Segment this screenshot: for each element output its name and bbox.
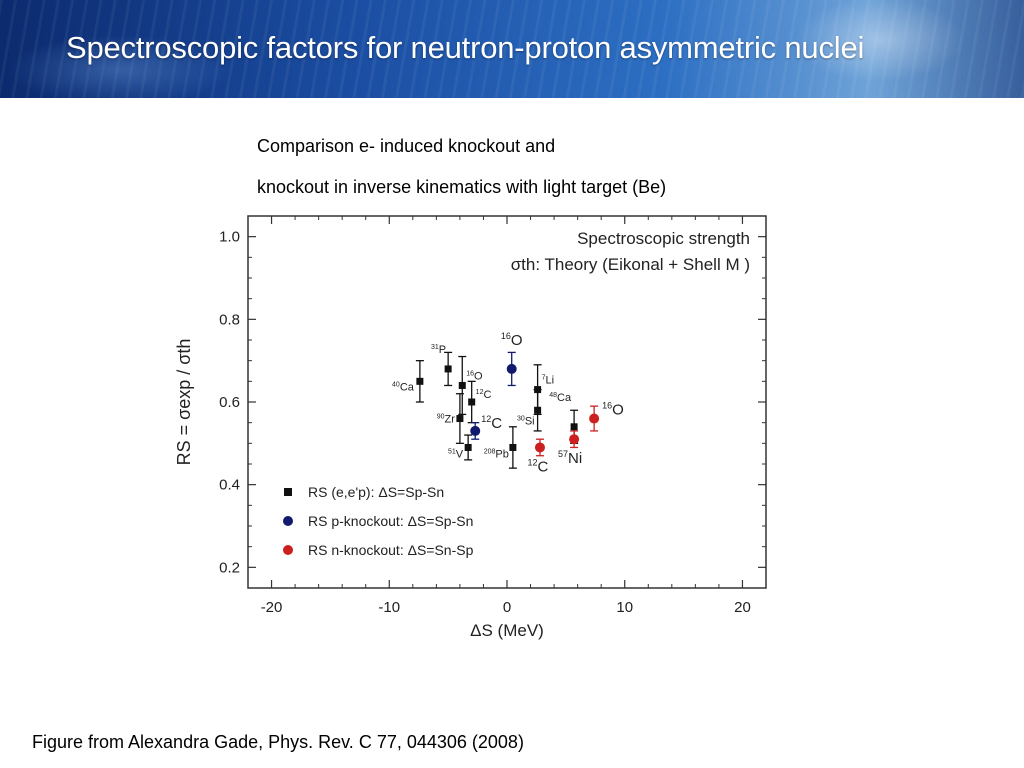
y-tick-label: 0.4: [219, 477, 240, 494]
point-label: 57Ni: [558, 449, 582, 467]
data-point: [458, 381, 466, 389]
point-label: 40Ca: [392, 381, 415, 393]
x-tick-label: -10: [378, 599, 400, 616]
caption-line-2: knockout in inverse kinematics with ligh…: [257, 177, 667, 197]
data-point: [509, 443, 517, 451]
point-label: 12C: [528, 457, 549, 475]
data-point: [456, 415, 464, 423]
title-banner: Spectroscopic factors for neutron-proton…: [0, 0, 1024, 98]
spectroscopic-chart: -20 -10 0 10 20 0.2 0.4 0.6 0.8 1.0 40Ca 31P 16O 12C…: [174, 215, 767, 640]
chart-legend: RS (e,e'p): ΔS=Sp-Sn RS p-knockout: ΔS=Sp…: [283, 484, 474, 558]
point-label: 16O: [501, 331, 523, 349]
x-tick-label: -20: [261, 599, 283, 616]
data-point: [506, 363, 517, 374]
data-point: [569, 434, 580, 445]
caption-line-1: Comparison e- induced knockout and: [257, 136, 556, 156]
point-label: 12C: [476, 389, 492, 401]
point-label: 31P: [431, 344, 446, 356]
data-point: [444, 365, 452, 373]
figure-credit: Figure from Alexandra Gade, Phys. Rev. C…: [32, 732, 524, 752]
y-tick-label: 0.8: [219, 311, 240, 328]
point-label: 16O: [602, 401, 624, 419]
chart-subtitle: σth: Theory (Eikonal + Shell M ): [511, 255, 750, 274]
data-point: [534, 406, 542, 414]
legend-marker: [284, 488, 292, 496]
axis-ticks: -20 -10 0 10 20 0.2 0.4 0.6 0.8 1.0: [219, 215, 767, 616]
legend-marker: [283, 545, 293, 555]
legend-label: RS (e,e'p): ΔS=Sp-Sn: [308, 484, 444, 500]
data-point: [468, 398, 476, 406]
data-point: [570, 423, 578, 431]
series-1: [470, 351, 517, 440]
data-point: [470, 425, 481, 436]
legend-label: RS p-knockout: ΔS=Sp-Sn: [308, 513, 473, 529]
y-tick-label: 0.6: [219, 394, 240, 411]
point-label: 7Li: [542, 375, 554, 387]
series-2: [534, 405, 600, 457]
slide-title: Spectroscopic factors for neutron-proton…: [66, 30, 865, 65]
legend-label: RS n-knockout: ΔS=Sn-Sp: [308, 542, 474, 558]
point-label: 30Si: [517, 415, 535, 427]
x-tick-label: 20: [734, 599, 751, 616]
x-tick-label: 0: [503, 599, 511, 616]
data-point: [589, 413, 600, 424]
point-label: 90Zr: [437, 414, 456, 426]
point-label: 51V: [448, 448, 464, 460]
data-point: [416, 377, 424, 385]
x-axis-label: ΔS (MeV): [470, 621, 544, 640]
point-label: 12C: [481, 414, 502, 432]
point-labels: 40Ca 31P 16O 12C 90Zr 51V 208Pb 7Li 30Si 48Ca 16O 1…: [392, 331, 624, 476]
chart-title: Spectroscopic strength: [577, 229, 750, 248]
point-label: 16O: [466, 370, 483, 382]
legend-marker: [283, 516, 293, 526]
data-marks: [415, 351, 600, 469]
y-tick-label: 0.2: [219, 559, 240, 576]
y-tick-label: 1.0: [219, 229, 240, 246]
data-point: [464, 443, 472, 451]
y-axis-label: RS = σexp / σth: [174, 339, 194, 466]
data-point: [534, 442, 545, 453]
point-label: 208Pb: [484, 448, 509, 460]
point-label: 48Ca: [549, 392, 572, 404]
x-tick-label: 10: [616, 599, 633, 616]
